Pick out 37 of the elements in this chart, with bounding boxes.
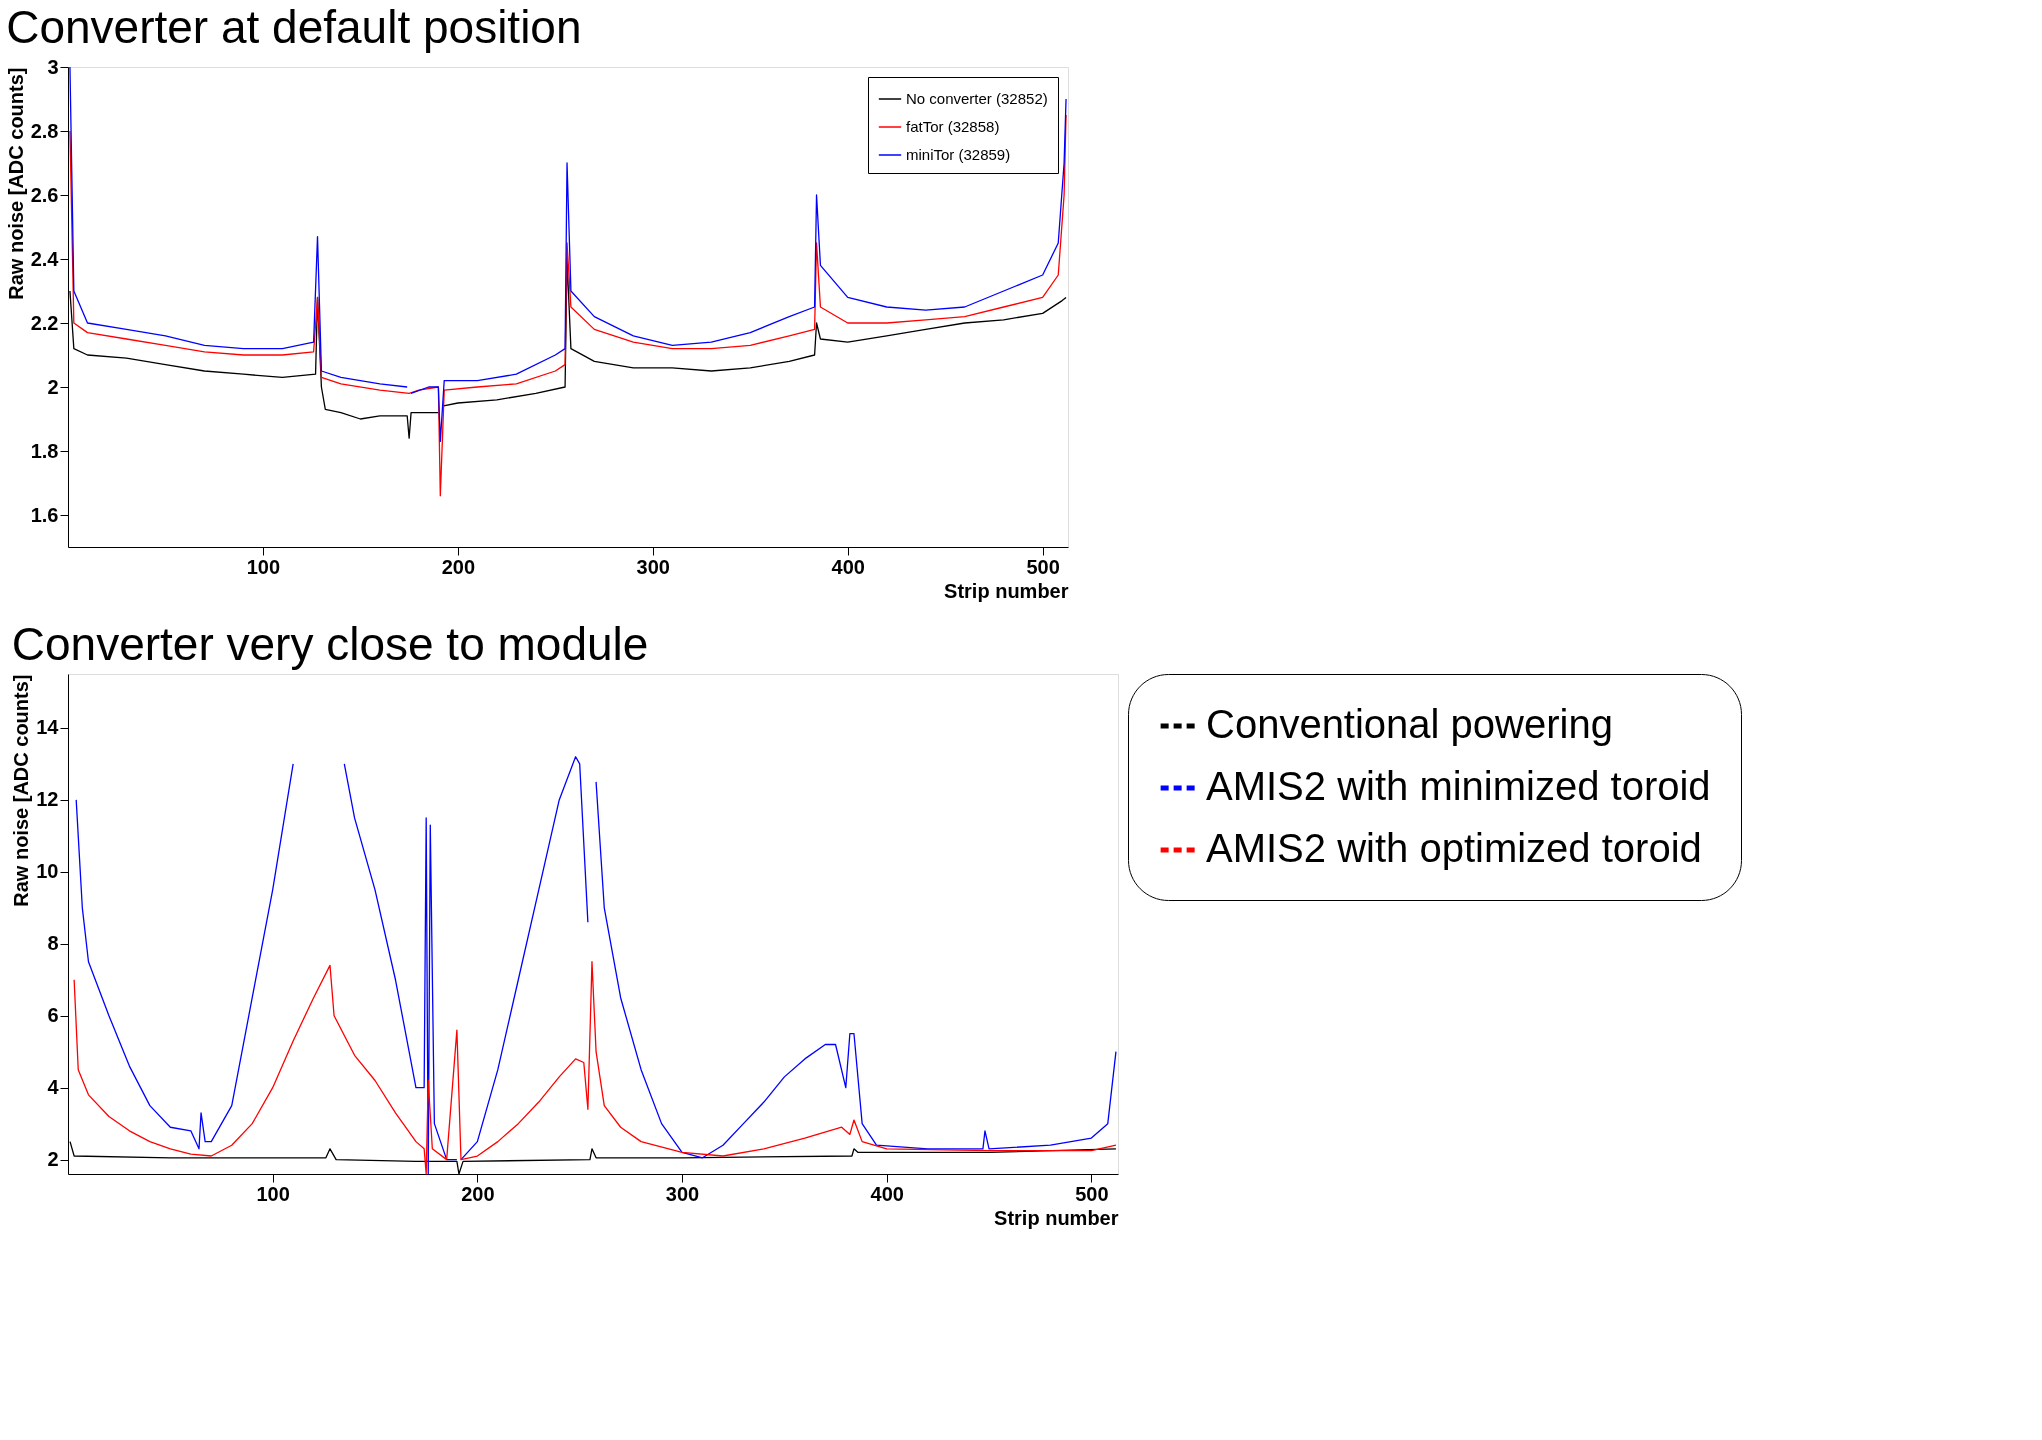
y-tick-label: 1.6 [30, 503, 59, 526]
chart-title: Converter very close to module [11, 617, 649, 670]
y-tick-label: 2.4 [30, 247, 60, 270]
y-tick-label: 2.2 [30, 311, 59, 334]
y-tick-label: 14 [36, 716, 60, 739]
y-tick-label: 2 [47, 1148, 59, 1171]
x-axis-title: Strip number [944, 579, 1069, 602]
x-tick-label: 200 [461, 1182, 495, 1205]
legend-label: Conventional powering [1206, 702, 1613, 746]
legend-label: fatTor (32858) [906, 118, 1000, 135]
y-tick-label: 1.8 [30, 439, 59, 462]
y-tick-label: 2.6 [30, 183, 59, 206]
y-tick-label: 2.8 [30, 119, 59, 142]
y-axis-title: Raw noise [ADC counts] [10, 674, 33, 907]
x-tick-label: 300 [665, 1182, 700, 1205]
y-tick-label: 3 [47, 55, 59, 78]
y-tick-label: 6 [47, 1004, 59, 1027]
y-tick-label: 2 [47, 375, 59, 398]
x-tick-label: 400 [831, 555, 865, 578]
y-tick-label: 8 [47, 932, 59, 955]
x-tick-label: 500 [1026, 555, 1060, 578]
x-tick-label: 300 [636, 555, 670, 578]
y-tick-label: 4 [47, 1076, 60, 1099]
legend-label: miniTor (32859) [906, 146, 1011, 163]
x-tick-label: 500 [1075, 1182, 1109, 1205]
x-tick-label: 200 [441, 555, 476, 578]
x-axis-title: Strip number [994, 1206, 1119, 1229]
legend-label: AMIS2 with optimized toroid [1206, 826, 1702, 870]
legend-label: No converter (32852) [906, 90, 1048, 107]
y-tick-label: 10 [36, 860, 59, 883]
x-tick-label: 400 [870, 1182, 904, 1205]
x-tick-label: 100 [246, 555, 281, 578]
legend-label: AMIS2 with minimized toroid [1206, 764, 1711, 808]
y-tick-label: 12 [36, 788, 59, 811]
chart-title: Converter at default position [6, 1, 582, 53]
y-axis-title: Raw noise [ADC counts] [4, 67, 27, 300]
x-tick-label: 100 [256, 1182, 290, 1205]
